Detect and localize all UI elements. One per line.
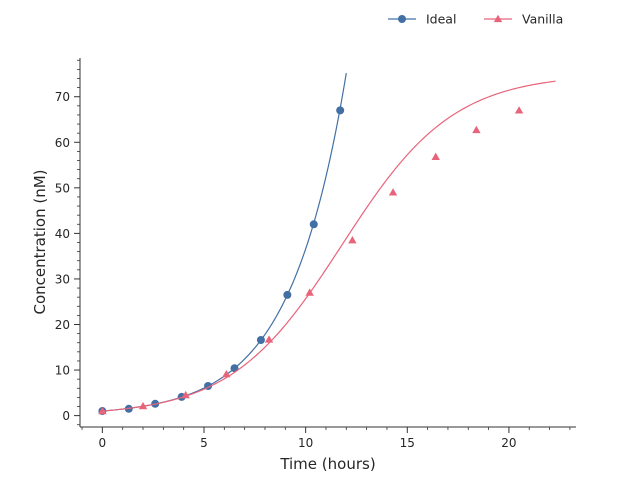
- y-axis: 0 10 20 30 40 50 60 70: [55, 58, 81, 427]
- y-tick-label: 50: [55, 181, 70, 195]
- data-point: [230, 364, 239, 373]
- data-point: [305, 288, 314, 296]
- x-tick-label: 5: [200, 436, 208, 450]
- series-ideal: [98, 72, 347, 416]
- y-tick-label: 40: [55, 227, 70, 241]
- legend-label: Ideal: [426, 12, 456, 27]
- series-line: [102, 80, 556, 412]
- series-line: [102, 72, 347, 412]
- y-tick-label: 0: [62, 409, 70, 423]
- y-axis-label: Concentration (nM): [31, 169, 49, 314]
- data-point: [256, 335, 265, 344]
- data-point: [181, 390, 190, 399]
- data-point: [98, 406, 107, 415]
- x-tick-label: 10: [298, 436, 313, 450]
- data-point: [264, 335, 274, 343]
- y-tick-label: 20: [55, 318, 70, 332]
- legend-entry-ideal: Ideal: [388, 12, 456, 27]
- legend: Ideal Vanilla: [388, 12, 563, 27]
- legend-marker: [398, 15, 406, 23]
- y-tick-label: 30: [55, 272, 70, 286]
- legend-entry-vanilla: Vanilla: [484, 12, 563, 27]
- series-layer: [98, 72, 556, 416]
- data-point: [514, 106, 524, 114]
- x-tick-label: 20: [501, 436, 516, 450]
- y-tick-label: 60: [55, 136, 70, 150]
- y-tick-label: 10: [55, 364, 70, 378]
- data-point: [348, 236, 357, 244]
- data-point: [388, 188, 398, 196]
- data-point: [309, 220, 318, 229]
- x-tick-label: 15: [400, 436, 415, 450]
- data-point: [222, 369, 231, 378]
- data-point: [431, 152, 440, 161]
- data-point: [472, 125, 481, 134]
- series-vanilla: [98, 80, 556, 415]
- x-tick-label: 0: [99, 436, 107, 450]
- data-point: [336, 106, 345, 115]
- x-axis-label: Time (hours): [279, 455, 375, 473]
- data-point: [138, 401, 148, 410]
- legend-marker: [493, 14, 503, 23]
- legend-label: Vanilla: [522, 12, 563, 27]
- y-tick-label: 70: [55, 90, 70, 104]
- data-point: [283, 290, 292, 299]
- x-axis: 0 5 10 15 20: [80, 426, 576, 450]
